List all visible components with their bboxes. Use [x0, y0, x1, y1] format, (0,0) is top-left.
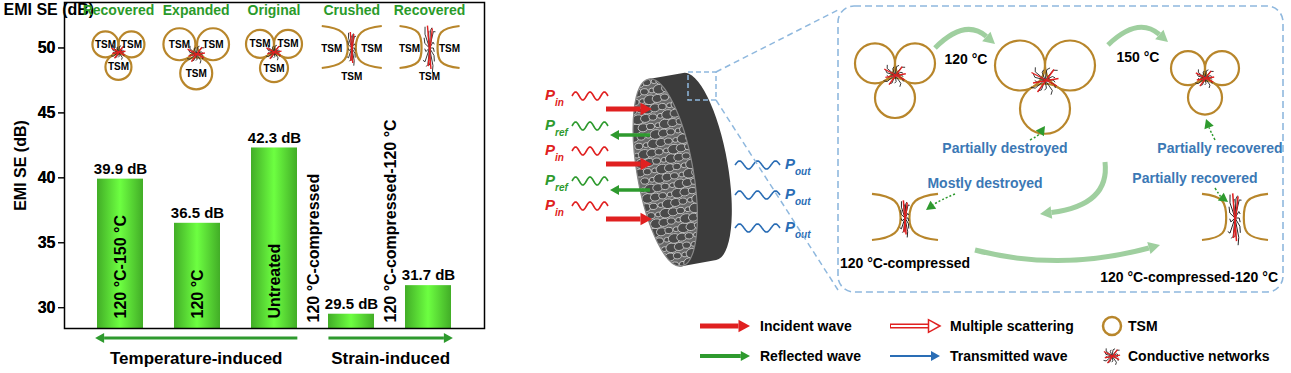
svg-text:Pref: Pref: [545, 171, 569, 193]
svg-text:TSM: TSM: [321, 43, 342, 54]
svg-text:120 °C-150 °C: 120 °C-150 °C: [112, 215, 129, 319]
svg-text:Pout: Pout: [785, 155, 811, 177]
svg-text:Partially recovered: Partially recovered: [1132, 170, 1257, 186]
svg-text:120 °C-compressed-120 °C: 120 °C-compressed-120 °C: [382, 119, 399, 323]
svg-text:TSM: TSM: [121, 39, 142, 50]
svg-text:TSM: TSM: [439, 43, 460, 54]
svg-text:Pout: Pout: [785, 218, 811, 240]
svg-text:Expanded: Expanded: [163, 2, 230, 18]
svg-text:Transmitted wave: Transmitted wave: [950, 348, 1068, 364]
svg-text:120 °C: 120 °C: [945, 51, 988, 67]
svg-text:30: 30: [38, 299, 56, 316]
svg-text:45: 45: [38, 104, 56, 121]
svg-text:TSM: TSM: [186, 68, 207, 79]
svg-text:EMI SE (dB): EMI SE (dB): [12, 120, 29, 211]
svg-text:36.5 dB: 36.5 dB: [171, 204, 225, 221]
svg-text:Pin: Pin: [545, 196, 564, 218]
svg-text:Pin: Pin: [545, 86, 564, 108]
svg-text:120 °C: 120 °C: [189, 269, 206, 319]
svg-text:TSM: TSM: [341, 71, 362, 82]
svg-text:Crushed: Crushed: [323, 2, 380, 18]
svg-text:TSM: TSM: [202, 39, 223, 50]
svg-text:TSM: TSM: [108, 61, 129, 72]
svg-text:50: 50: [38, 39, 56, 56]
svg-text:TSM: TSM: [361, 43, 382, 54]
svg-text:TSM: TSM: [249, 38, 270, 49]
svg-text:120 °C-compressed: 120 °C-compressed: [840, 255, 970, 271]
svg-text:Partially recovered: Partially recovered: [1157, 140, 1282, 156]
svg-text:35: 35: [38, 234, 56, 251]
svg-text:42.3 dB: 42.3 dB: [248, 129, 302, 146]
svg-text:120 °C-compressed-120 °C: 120 °C-compressed-120 °C: [1100, 269, 1278, 285]
svg-text:Recovered: Recovered: [83, 2, 155, 18]
svg-text:TSM: TSM: [95, 39, 116, 50]
svg-text:31.7 dB: 31.7 dB: [402, 266, 456, 283]
svg-text:Mostly destroyed: Mostly destroyed: [927, 175, 1042, 191]
svg-text:29.5 dB: 29.5 dB: [325, 295, 379, 312]
svg-text:TSM: TSM: [1128, 318, 1158, 334]
svg-text:TSM: TSM: [419, 71, 440, 82]
svg-text:EMI SE (dB): EMI SE (dB): [4, 1, 95, 18]
svg-text:35: 35: [38, 234, 56, 251]
svg-text:40: 40: [38, 169, 56, 186]
svg-text:Pref: Pref: [545, 116, 569, 138]
svg-text:45: 45: [38, 104, 56, 121]
svg-text:Incident wave: Incident wave: [760, 318, 852, 334]
svg-text:Recovered: Recovered: [394, 2, 466, 18]
svg-text:TSM: TSM: [277, 38, 298, 49]
svg-text:120 °C-compressed: 120 °C-compressed: [305, 174, 322, 323]
svg-text:39.9 dB: 39.9 dB: [94, 160, 148, 177]
svg-text:50: 50: [38, 39, 56, 56]
svg-text:30: 30: [38, 299, 56, 316]
svg-text:TSM: TSM: [263, 63, 284, 74]
svg-text:TSM: TSM: [169, 39, 190, 50]
svg-text:TSM: TSM: [399, 43, 420, 54]
svg-text:150 °C: 150 °C: [1117, 49, 1160, 65]
svg-text:Partially destroyed: Partially destroyed: [942, 140, 1067, 156]
svg-text:Original: Original: [248, 2, 301, 18]
svg-text:40: 40: [38, 169, 56, 186]
svg-text:Conductive networks: Conductive networks: [1128, 348, 1270, 364]
svg-text:Temperature-induced: Temperature-induced: [110, 349, 283, 368]
svg-text:Reflected wave: Reflected wave: [760, 348, 861, 364]
svg-text:Untreated: Untreated: [266, 244, 283, 319]
svg-text:Strain-induced: Strain-induced: [331, 349, 450, 368]
svg-text:Pout: Pout: [785, 185, 811, 207]
svg-text:Multiple scattering: Multiple scattering: [950, 318, 1074, 334]
svg-text:Pin: Pin: [545, 141, 564, 163]
